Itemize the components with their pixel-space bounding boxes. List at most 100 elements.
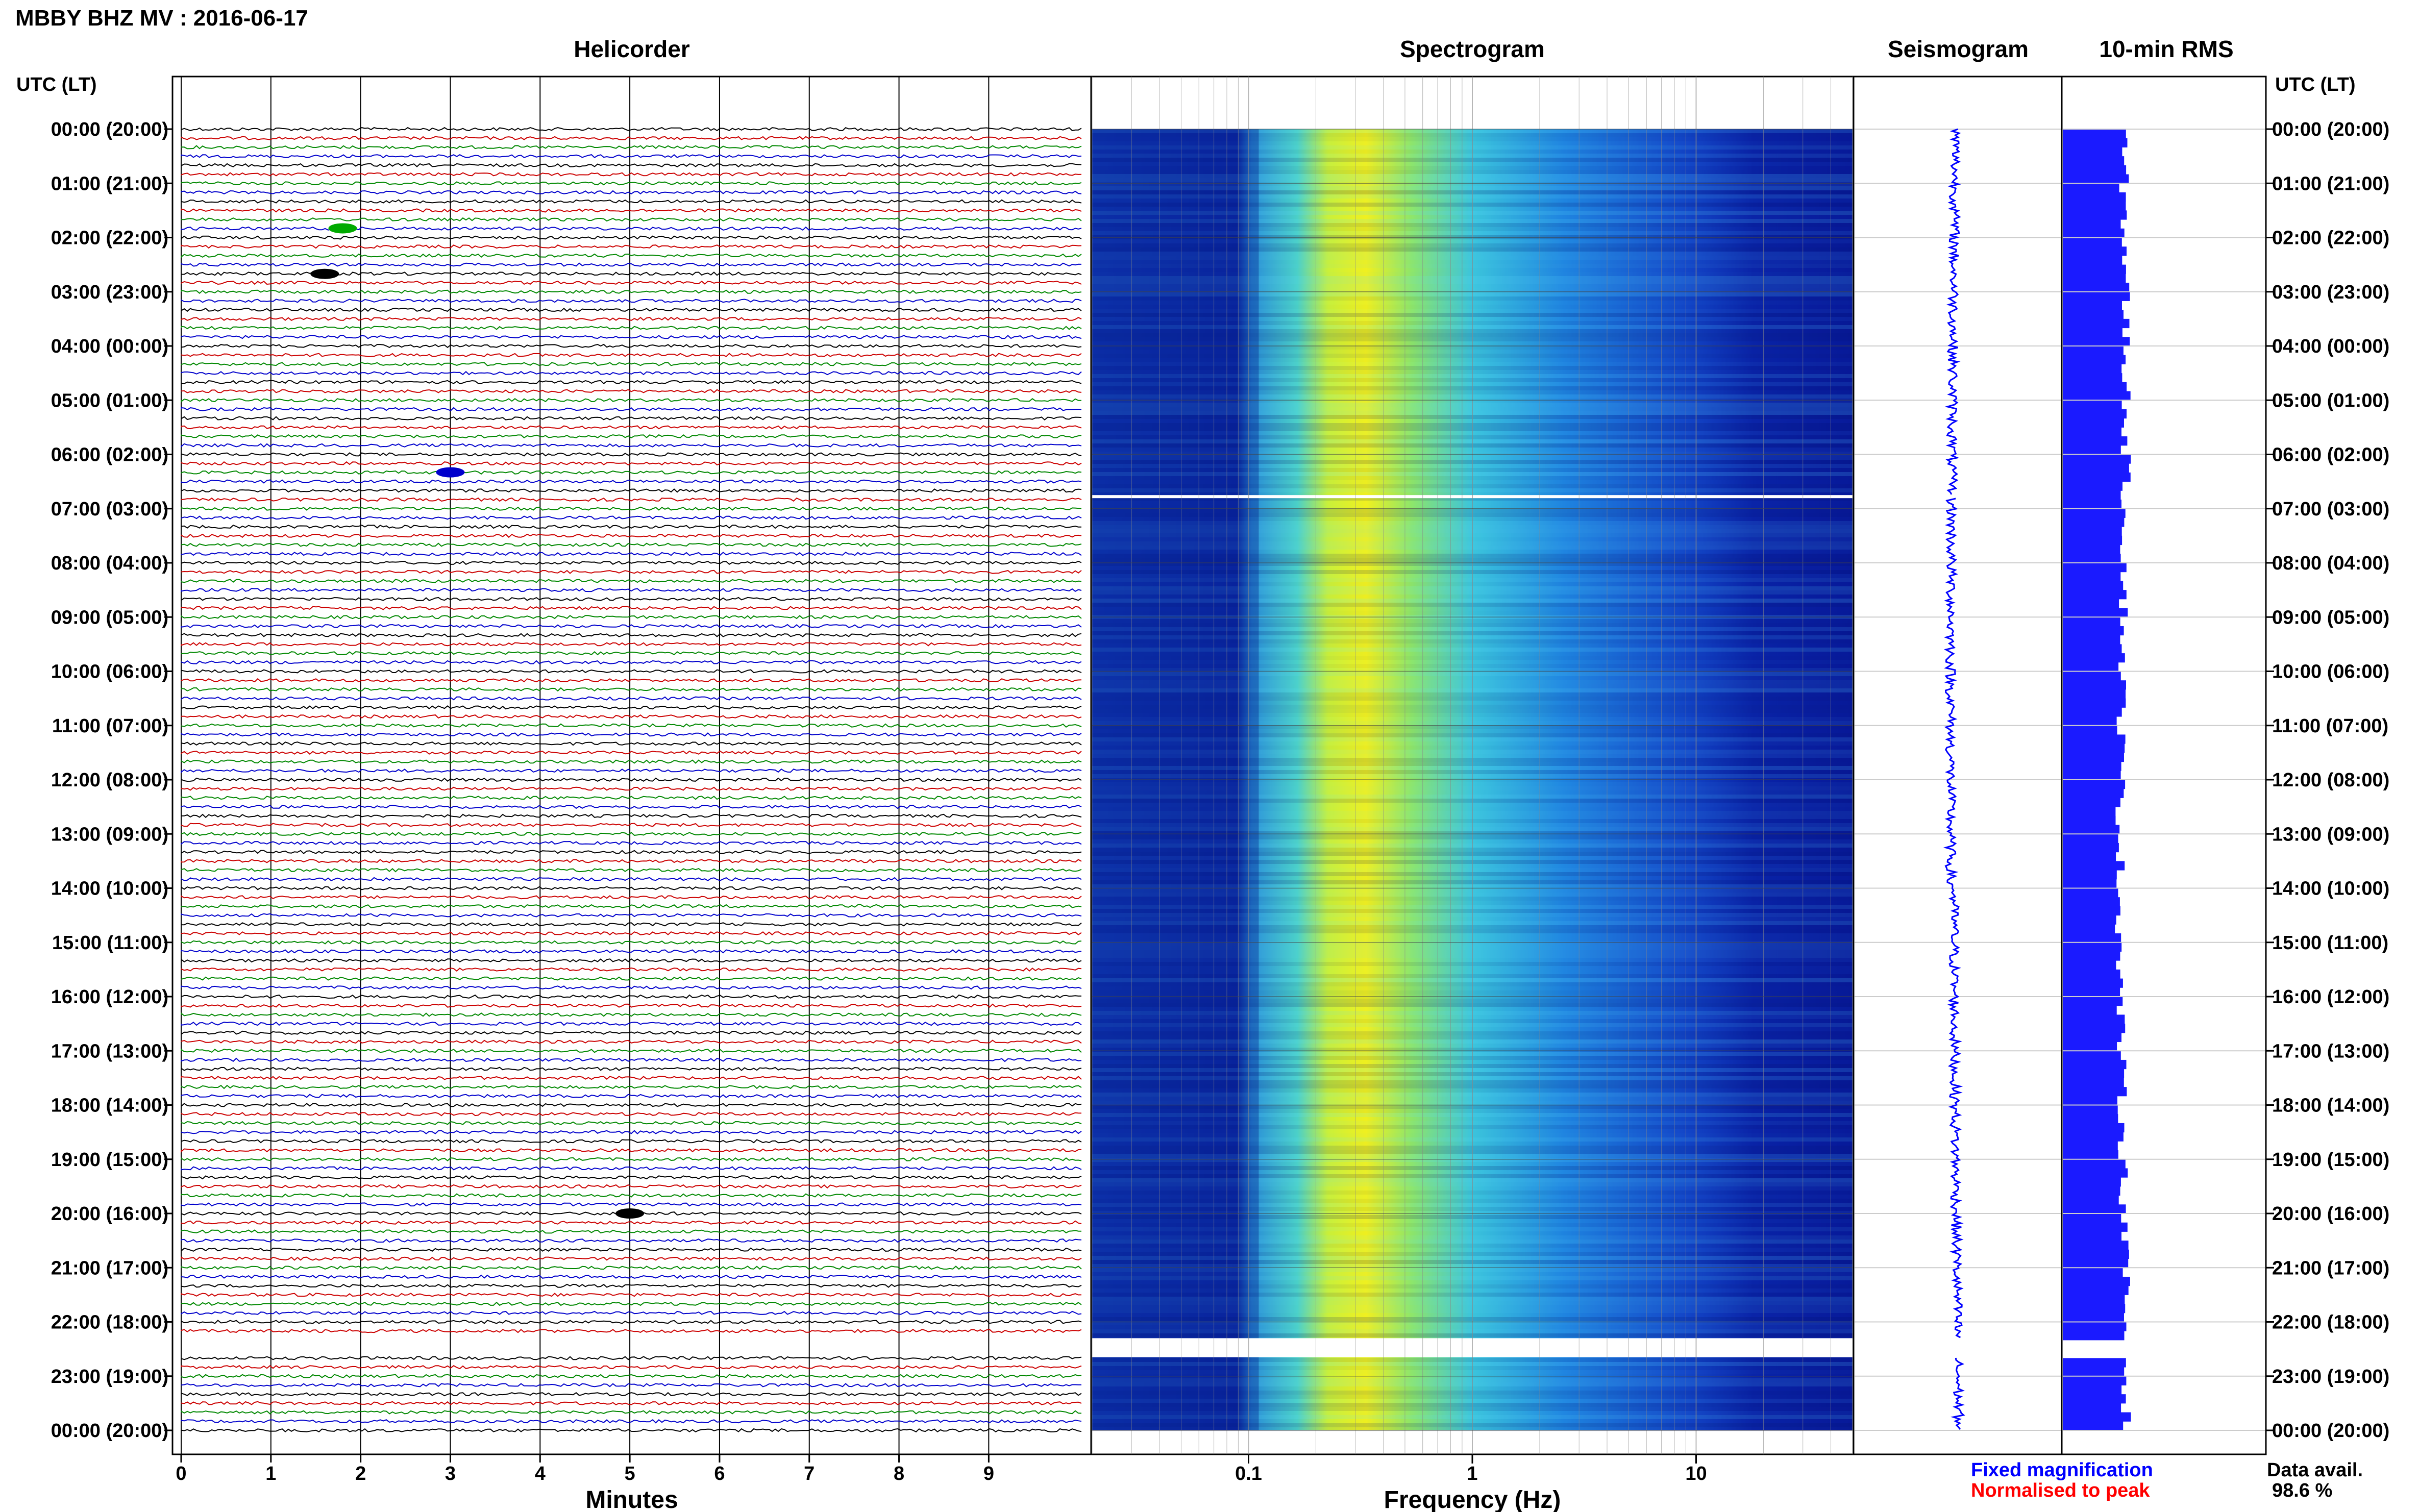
time-tick-right: 20:00 (16:00) bbox=[2272, 1203, 2389, 1225]
helicorder-trace-line bbox=[181, 1193, 1082, 1198]
rms-bar bbox=[2063, 183, 2119, 193]
helicorder-trace-line bbox=[181, 1238, 1082, 1243]
rms-bar bbox=[2063, 852, 2116, 861]
helicorder-trace-line bbox=[181, 579, 1082, 583]
helicorder-trace-line bbox=[181, 398, 1081, 403]
minutes-tick-label: 6 bbox=[714, 1463, 725, 1484]
helicorder-trace-line bbox=[181, 813, 1082, 819]
helicorder-trace-line bbox=[181, 796, 1082, 800]
rms-bar bbox=[2063, 554, 2121, 563]
helicorder-trace-line bbox=[181, 235, 1082, 240]
time-tick-left: 12:00 (08:00) bbox=[51, 770, 168, 791]
helicorder-trace-line bbox=[181, 154, 1082, 159]
rms-bar bbox=[2063, 147, 2122, 157]
data-availability-value: 98.6 % bbox=[2272, 1480, 2332, 1501]
helicorder-trace-line bbox=[181, 786, 1082, 791]
time-tick-right: 04:00 (00:00) bbox=[2272, 336, 2389, 357]
helicorder-trace-line bbox=[181, 1247, 1082, 1252]
time-tick-left: 21:00 (17:00) bbox=[51, 1257, 168, 1279]
time-tick-left: 09:00 (05:00) bbox=[51, 607, 168, 628]
helicorder-trace-line bbox=[181, 1084, 1082, 1089]
rms-bar bbox=[2063, 1141, 2118, 1151]
rms-bar bbox=[2063, 1195, 2119, 1205]
time-tick-right: 08:00 (04:00) bbox=[2272, 553, 2389, 574]
time-tick-right: 09:00 (05:00) bbox=[2272, 607, 2389, 628]
helicorder-trace-line bbox=[181, 877, 1082, 881]
helicorder-trace-line bbox=[181, 488, 1082, 493]
helicorder-trace-line bbox=[181, 949, 1082, 954]
helicorder-trace-line bbox=[181, 1030, 1082, 1035]
rms-bar bbox=[2063, 400, 2122, 410]
helicorder-trace-line bbox=[181, 1057, 1082, 1062]
rms-bar bbox=[2063, 1213, 2121, 1223]
rms-bar bbox=[2063, 283, 2130, 292]
helicorder-trace-line bbox=[181, 1130, 1082, 1134]
seismogram-panel bbox=[1853, 76, 2063, 1455]
helicorder-trace-line bbox=[181, 1148, 1082, 1153]
rms-bar bbox=[2063, 969, 2120, 979]
helicorder-trace-line bbox=[181, 1410, 1082, 1415]
helicorder-trace-line bbox=[181, 958, 1082, 963]
helicorder-trace-line bbox=[181, 1293, 1082, 1297]
helicorder-trace-line bbox=[181, 886, 1082, 890]
helicorder-trace-line bbox=[181, 1365, 1082, 1370]
helicorder-trace-line bbox=[181, 443, 1082, 448]
rms-bar bbox=[2063, 599, 2119, 609]
helicorder-trace-line bbox=[181, 587, 1082, 592]
rms-bar bbox=[2063, 1069, 2125, 1078]
rms-bar bbox=[2063, 915, 2116, 925]
helicorder-trace-line bbox=[181, 642, 1082, 647]
rms-bar bbox=[2063, 1105, 2118, 1114]
helicorder-trace-line bbox=[181, 1220, 1082, 1225]
rms-bar bbox=[2063, 346, 2124, 356]
rms-bar bbox=[2063, 1186, 2120, 1196]
helicorder-trace-line bbox=[181, 407, 1082, 412]
time-tick-right: 21:00 (17:00) bbox=[2272, 1257, 2389, 1279]
rms-bar bbox=[2063, 463, 2129, 473]
helicorder-trace-line bbox=[181, 904, 1082, 909]
rms-bar bbox=[2063, 861, 2125, 871]
helicorder-trace-line bbox=[181, 217, 1082, 222]
rms-bar bbox=[2063, 815, 2116, 826]
rms-bar bbox=[2063, 1168, 2128, 1178]
rms-bar bbox=[2063, 301, 2122, 310]
rms-bar bbox=[2063, 834, 2118, 844]
helicorder-trace-line bbox=[181, 1328, 1082, 1333]
rms-bar bbox=[2063, 1078, 2124, 1087]
time-tick-right: 07:00 (03:00) bbox=[2272, 499, 2389, 520]
helicorder-trace-line bbox=[181, 931, 1082, 936]
rms-bar bbox=[2063, 1268, 2123, 1277]
helicorder-trace-line bbox=[181, 985, 1082, 990]
time-tick-left: 18:00 (14:00) bbox=[51, 1095, 168, 1117]
helicorder-frame bbox=[171, 76, 1092, 1455]
rms-bar bbox=[2063, 906, 2120, 916]
time-tick-left: 06:00 (02:00) bbox=[51, 444, 168, 466]
helicorder-trace-line bbox=[181, 452, 1082, 457]
helicorder-trace-line bbox=[181, 1112, 1082, 1117]
frequency-tick-label: 1 bbox=[1467, 1463, 1477, 1484]
time-tick-right: 13:00 (09:00) bbox=[2272, 824, 2389, 845]
rms-bar bbox=[2063, 734, 2126, 744]
rms-bar bbox=[2063, 825, 2120, 834]
helicorder-event bbox=[310, 268, 339, 279]
rms-bar bbox=[2063, 264, 2126, 274]
rms-bar bbox=[2063, 291, 2130, 301]
rms-bar bbox=[2063, 1087, 2127, 1097]
rms-bar bbox=[2063, 897, 2120, 907]
rms-bar bbox=[2063, 138, 2128, 147]
helicorder-trace-line bbox=[181, 687, 1082, 692]
data-availability-label: Data avail. bbox=[2267, 1459, 2363, 1481]
helicorder-trace-line bbox=[181, 867, 1082, 873]
rms-bar bbox=[2063, 807, 2116, 816]
rms-bar bbox=[2063, 563, 2127, 573]
rms-bar bbox=[2063, 644, 2122, 654]
helicorder-trace-line bbox=[181, 1157, 1082, 1161]
rms-bar bbox=[2063, 716, 2117, 726]
minutes-tick-label: 3 bbox=[445, 1463, 456, 1484]
helicorder-trace-line bbox=[181, 777, 1082, 782]
rms-bar bbox=[2063, 310, 2124, 319]
rms-bar bbox=[2063, 174, 2129, 184]
helicorder-trace-line bbox=[181, 1103, 1082, 1108]
rms-bar bbox=[2063, 771, 2121, 780]
time-tick-left: 03:00 (23:00) bbox=[51, 282, 168, 303]
